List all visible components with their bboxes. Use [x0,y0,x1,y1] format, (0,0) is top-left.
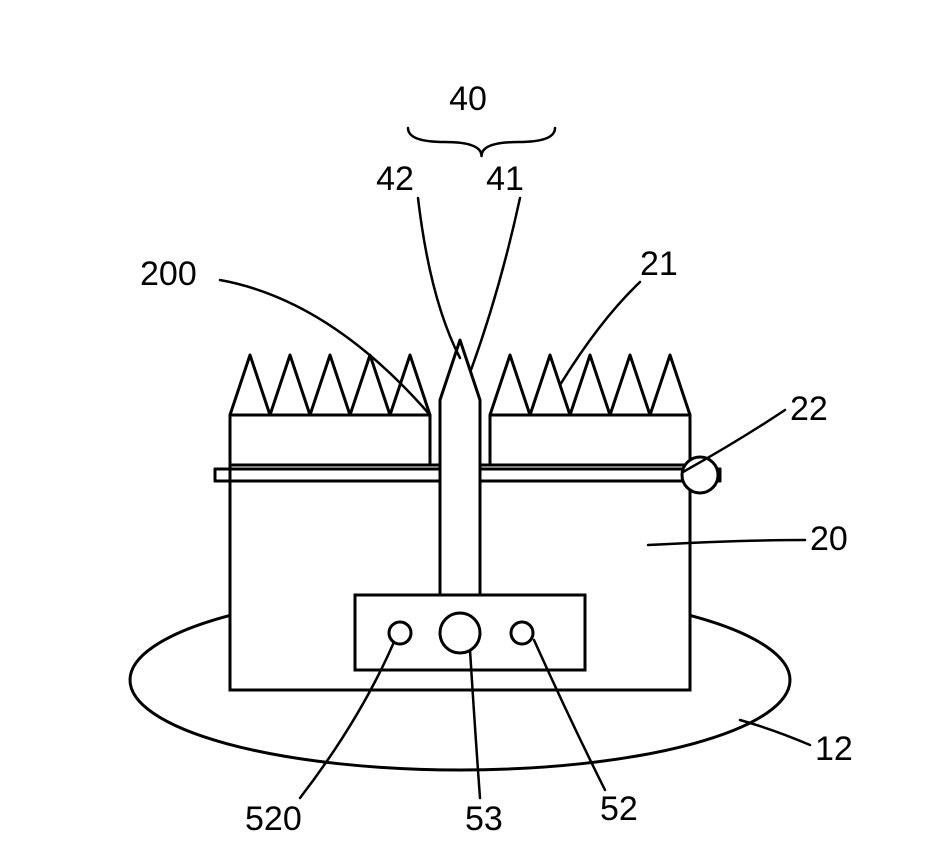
label-41: 41 [486,160,524,198]
brace-40 [408,128,555,156]
label-42: 42 [376,160,414,198]
label-40: 40 [449,80,487,118]
teeth-row [490,355,690,415]
center-pin [440,340,480,595]
label-52: 52 [600,790,638,828]
label-21: 21 [640,245,678,283]
label-20: 20 [810,520,848,558]
label-53: 53 [465,800,503,838]
label-520: 520 [245,800,302,838]
teeth-row [230,355,430,415]
label-12: 12 [815,730,853,768]
label-200: 200 [140,255,197,293]
label-22: 22 [790,390,828,428]
